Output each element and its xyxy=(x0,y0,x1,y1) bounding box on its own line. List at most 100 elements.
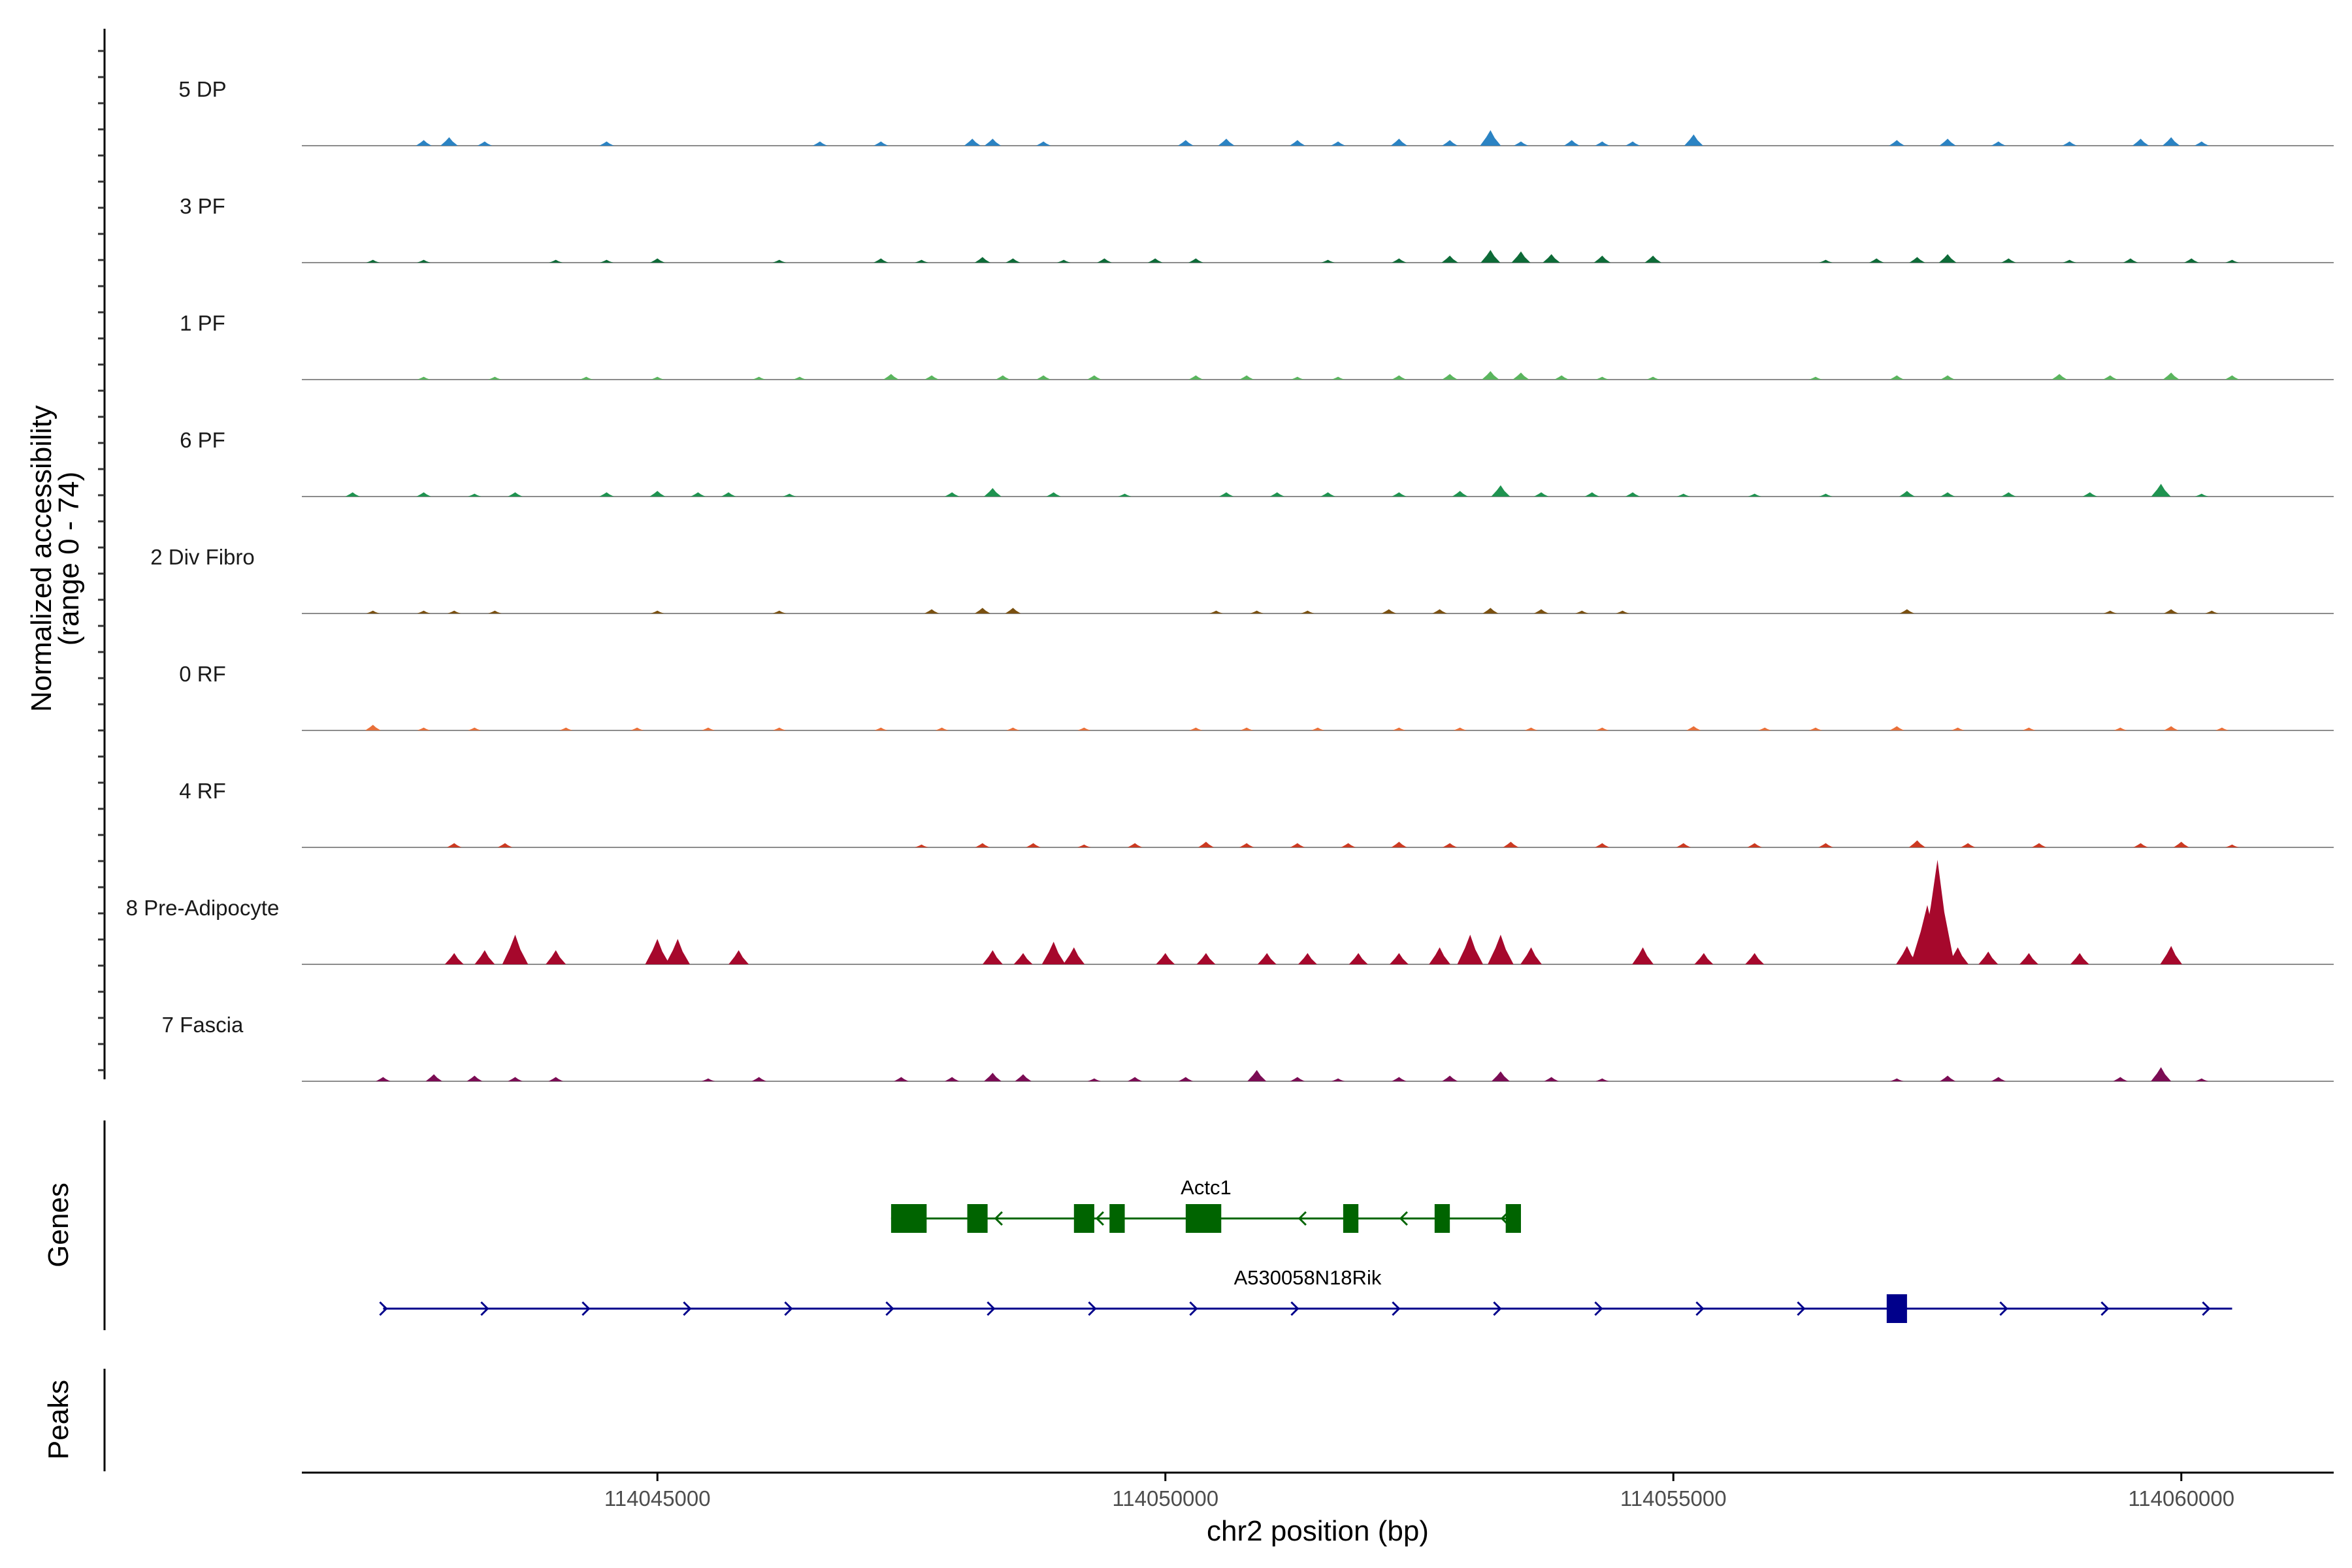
coverage-peak xyxy=(1947,947,1969,964)
coverage-peak xyxy=(1239,843,1254,847)
exon-block xyxy=(890,1204,927,1233)
strand-arrow xyxy=(581,1301,591,1316)
coverage-peak xyxy=(1250,610,1264,613)
coverage-peak xyxy=(2019,953,2038,964)
coverage-peak xyxy=(728,950,749,964)
coverage-peak xyxy=(417,259,431,263)
strand-arrow xyxy=(1189,1301,1198,1316)
coverage-peak xyxy=(417,376,431,380)
coverage-peak xyxy=(1694,953,1714,964)
coverage-peak xyxy=(1646,376,1660,380)
coverage-peak xyxy=(649,491,666,497)
coverage-peak xyxy=(2113,1077,2128,1081)
track-0-rf: 0 RF xyxy=(179,662,2334,731)
coverage-peak xyxy=(1341,843,1356,847)
coverage-peak xyxy=(1077,727,1091,730)
coverage-peak xyxy=(2164,726,2179,730)
track-4-rf: 4 RF xyxy=(179,779,2334,848)
coverage-peak xyxy=(701,1078,715,1081)
coverage-peak xyxy=(1543,254,1560,263)
coverage-peak xyxy=(1491,485,1511,497)
coverage-peak xyxy=(772,727,787,730)
coverage-peak xyxy=(425,1074,442,1081)
coverage-peak xyxy=(447,843,462,847)
coverage-peak xyxy=(1488,934,1514,964)
coverage-peak xyxy=(2133,843,2148,847)
coverage-peak xyxy=(1269,492,1284,497)
coverage-y-ticks xyxy=(98,50,105,1071)
track-label-5-dp: 5 DP xyxy=(178,77,226,101)
strand-arrow xyxy=(1399,1211,1408,1226)
coverage-peak xyxy=(546,950,566,964)
strand-arrow xyxy=(994,1211,1003,1226)
coverage-peak xyxy=(1889,140,1905,146)
coverage-peak xyxy=(1127,843,1143,847)
coverage-peak xyxy=(2225,844,2239,847)
coverage-peak xyxy=(1940,375,1955,380)
coverage-peak xyxy=(468,727,482,730)
track-3-pf: 3 PF xyxy=(180,194,2334,263)
coverage-peak xyxy=(1520,947,1542,964)
coverage-peak xyxy=(1177,140,1194,146)
coverage-peak xyxy=(1632,947,1654,964)
strand-arrow xyxy=(1392,1301,1401,1316)
coverage-peak xyxy=(665,939,691,964)
coverage-peak xyxy=(691,492,706,497)
coverage-peak xyxy=(1595,727,1609,730)
coverage-peak xyxy=(2114,727,2127,730)
coverage-peak xyxy=(1046,492,1061,497)
coverage-peak xyxy=(1684,134,1703,146)
coverage-peak xyxy=(1533,609,1549,613)
coverage-peak xyxy=(1331,1078,1345,1081)
coverage-peak xyxy=(1908,840,1926,847)
coverage-peak xyxy=(444,953,464,964)
strand-arrow xyxy=(1999,1301,2008,1316)
coverage-peak xyxy=(366,259,380,263)
coverage-peak xyxy=(1940,492,1955,497)
coverage-peak xyxy=(792,376,807,380)
track-8-pre-adipocyte: 8 Pre-Adipocyte xyxy=(126,860,2334,965)
coverage-peak xyxy=(600,259,613,263)
coverage-peak xyxy=(1818,843,1833,847)
coverage-peak xyxy=(1432,609,1447,613)
coverage-peak xyxy=(1392,727,1406,730)
coverage-peak xyxy=(1869,258,1884,263)
coverage-peak xyxy=(1097,258,1112,263)
coverage-peak xyxy=(376,1077,391,1081)
coverage-peak xyxy=(2051,374,2068,380)
coverage-peak xyxy=(1239,375,1254,380)
coverage-peak xyxy=(1298,953,1317,964)
coverage-peak xyxy=(874,141,889,146)
track-label-8-pre-adipocyte: 8 Pre-Adipocyte xyxy=(126,896,280,920)
coverage-peak xyxy=(1686,726,1701,730)
x-axis-ticks: 114045000 114050000 114055000 114060000 xyxy=(604,1473,2234,1511)
coverage-peak xyxy=(1513,141,1529,146)
coverage-peak xyxy=(1442,374,1458,380)
coverage-peak xyxy=(2063,259,2076,263)
coverage-peak xyxy=(1595,141,1610,146)
coverage-peak xyxy=(416,140,432,146)
coverage-peak xyxy=(1563,140,1580,146)
coverage-peak xyxy=(1748,493,1761,497)
coverage-peak xyxy=(1890,1078,1904,1081)
coverage-peak xyxy=(599,141,614,146)
coverage-peak xyxy=(974,608,990,613)
coverage-peak xyxy=(1533,492,1549,497)
coverage-peak xyxy=(1390,139,1408,146)
coverage-peak xyxy=(1625,141,1641,146)
exon-block xyxy=(1343,1204,1359,1233)
coverage-peak xyxy=(1289,140,1305,146)
coverage-peak xyxy=(1595,843,1610,847)
track-label-6-pf: 6 PF xyxy=(180,428,225,452)
coverage-peak xyxy=(1909,257,1925,263)
coverage-peak xyxy=(1512,372,1529,380)
coverage-peak xyxy=(1301,610,1315,613)
coverage-peak xyxy=(1819,493,1833,497)
coverage-peak xyxy=(2082,492,2097,497)
coverage-peak xyxy=(1480,250,1501,263)
coverage-peak xyxy=(502,934,529,964)
coverage-peak xyxy=(2195,493,2209,497)
x-tick-label: 114055000 xyxy=(1620,1486,1727,1511)
gene-label-a530058n18rik: A530058N18Rik xyxy=(1234,1266,1382,1289)
